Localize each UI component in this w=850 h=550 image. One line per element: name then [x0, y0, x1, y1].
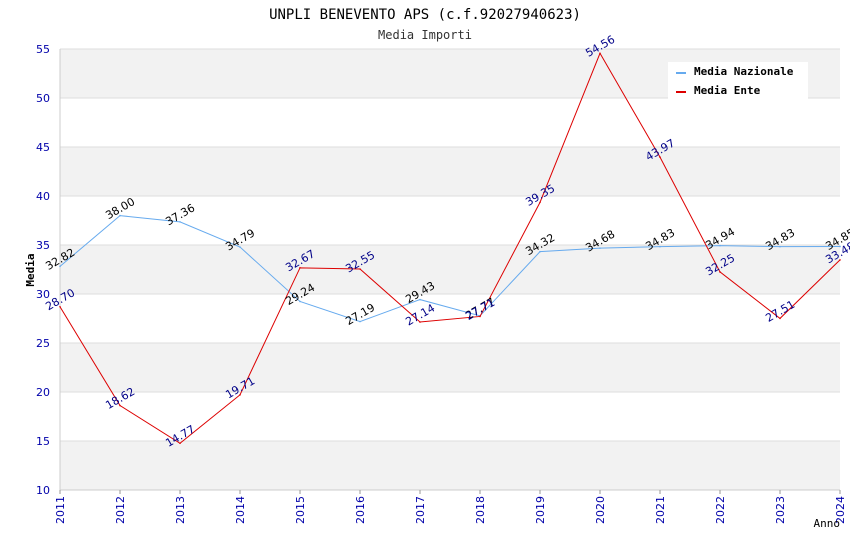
data-point	[419, 321, 421, 323]
x-tick-label: 2023	[774, 496, 787, 524]
data-point	[179, 221, 181, 223]
data-point	[479, 315, 481, 318]
plot-band	[60, 392, 840, 441]
plot-band	[60, 441, 840, 490]
data-point	[659, 156, 661, 158]
data-point	[179, 442, 181, 445]
data-point	[359, 268, 361, 270]
data-point	[719, 271, 721, 273]
y-tick-label: 45	[36, 141, 50, 154]
data-point	[239, 394, 241, 396]
legend-box	[668, 62, 808, 102]
data-point	[119, 404, 121, 407]
chart-title: UNPLI BENEVENTO APS (c.f.92027940623)	[269, 7, 581, 23]
data-point	[299, 267, 301, 269]
plot-band	[60, 147, 840, 196]
data-point	[839, 245, 841, 248]
series-group	[59, 52, 841, 445]
plot-band	[60, 294, 840, 343]
y-tick-label: 35	[36, 239, 50, 252]
data-point	[419, 298, 421, 301]
x-tick-label: 2018	[474, 496, 487, 524]
y-tick-label: 20	[36, 386, 50, 399]
x-tick-labels: 2011 2012 2013 2014 2015 2016 2017 2018 2019 2020…	[54, 490, 847, 524]
plot-background-bands	[60, 49, 840, 490]
data-point	[119, 214, 121, 217]
x-tick-label: 2019	[534, 496, 547, 524]
x-tick-label: 2012	[114, 496, 127, 524]
data-point	[779, 245, 781, 248]
legend-label-media-nazionale: Media Nazionale	[694, 65, 794, 78]
y-tick-labels: 10 15 20 25 30 35 40 45 50 55	[36, 43, 50, 497]
x-tick-label: 2014	[234, 496, 247, 524]
plot-band	[60, 98, 840, 147]
data-point	[539, 201, 541, 204]
y-tick-label: 10	[36, 484, 50, 497]
data-point	[839, 259, 841, 261]
y-tick-label: 25	[36, 337, 50, 350]
x-tick-label: 2021	[654, 496, 667, 524]
data-point	[59, 305, 61, 308]
x-tick-label: 2017	[414, 496, 427, 524]
x-tick-label: 2015	[294, 496, 307, 524]
data-point	[599, 247, 601, 249]
chart-subtitle: Media Importi	[378, 28, 472, 42]
x-tick-label: 2011	[54, 496, 67, 524]
y-axis-label: Media	[24, 253, 37, 286]
data-point	[59, 265, 61, 268]
data-point	[299, 300, 301, 303]
data-point	[719, 244, 721, 247]
y-tick-label: 30	[36, 288, 50, 301]
legend: Media Nazionale Media Ente	[668, 62, 808, 102]
plot-band	[60, 343, 840, 392]
y-tick-label: 50	[36, 92, 50, 105]
grid-lines	[60, 48, 840, 491]
data-point	[779, 317, 781, 320]
y-tick-label: 55	[36, 43, 50, 56]
x-tick-label: 2022	[714, 496, 727, 524]
data-point	[539, 250, 541, 253]
y-tick-label: 15	[36, 435, 50, 448]
x-tick-label: 2024	[834, 496, 847, 524]
series-line-media-nazionale	[59, 215, 841, 323]
legend-label-media-ente: Media Ente	[694, 84, 761, 97]
x-tick-label: 2013	[174, 496, 187, 524]
x-tick-label: 2020	[594, 496, 607, 524]
x-axis-label: Anno	[814, 517, 841, 530]
data-point	[599, 52, 601, 55]
x-tick-label: 2016	[354, 496, 367, 524]
data-point	[659, 245, 661, 248]
data-point	[239, 246, 241, 248]
y-tick-label: 40	[36, 190, 50, 203]
series-line-media-ente	[59, 52, 841, 444]
plot-band	[60, 196, 840, 245]
data-point	[359, 320, 361, 323]
